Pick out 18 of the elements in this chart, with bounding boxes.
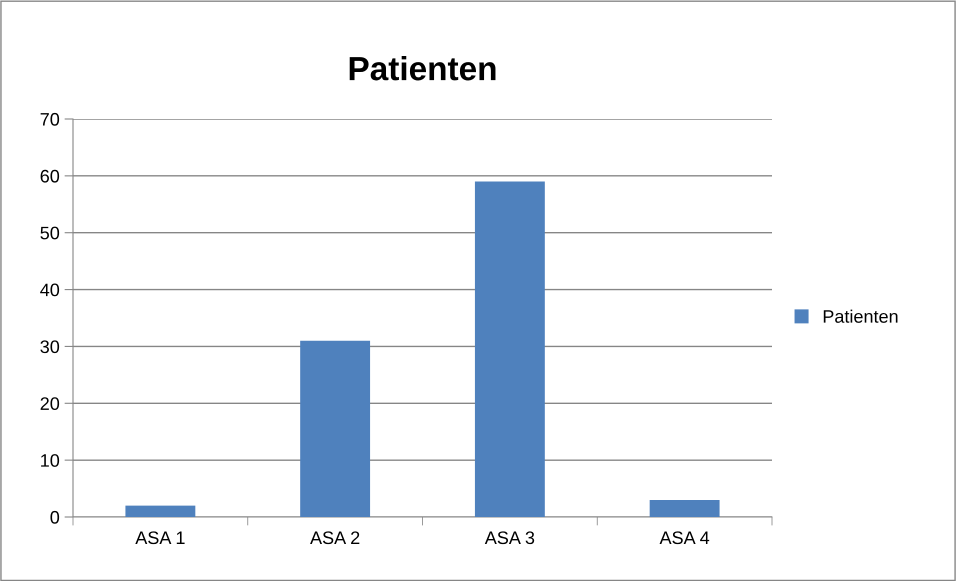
y-tick-label: 20 xyxy=(40,397,60,410)
bar xyxy=(474,182,545,517)
x-tick-label: ASA 1 xyxy=(135,531,185,544)
bar xyxy=(650,500,720,517)
y-tick-label: 10 xyxy=(41,454,60,467)
legend-label: Patienten xyxy=(824,310,898,323)
x-tick-label: ASA 2 xyxy=(310,531,360,544)
chart-title: Patienten xyxy=(350,56,496,80)
y-tick-label: 50 xyxy=(40,226,60,240)
bar xyxy=(125,506,196,517)
bar xyxy=(300,340,370,517)
y-tick-label: 40 xyxy=(40,284,60,296)
y-tick-label: 30 xyxy=(40,340,60,354)
y-tick-label: 0 xyxy=(50,510,60,524)
y-tick-label: 70 xyxy=(40,112,60,126)
x-tick-label: ASA 3 xyxy=(484,531,534,544)
x-tick-label: ASA 4 xyxy=(660,531,710,544)
y-tick-label: 60 xyxy=(40,170,60,183)
